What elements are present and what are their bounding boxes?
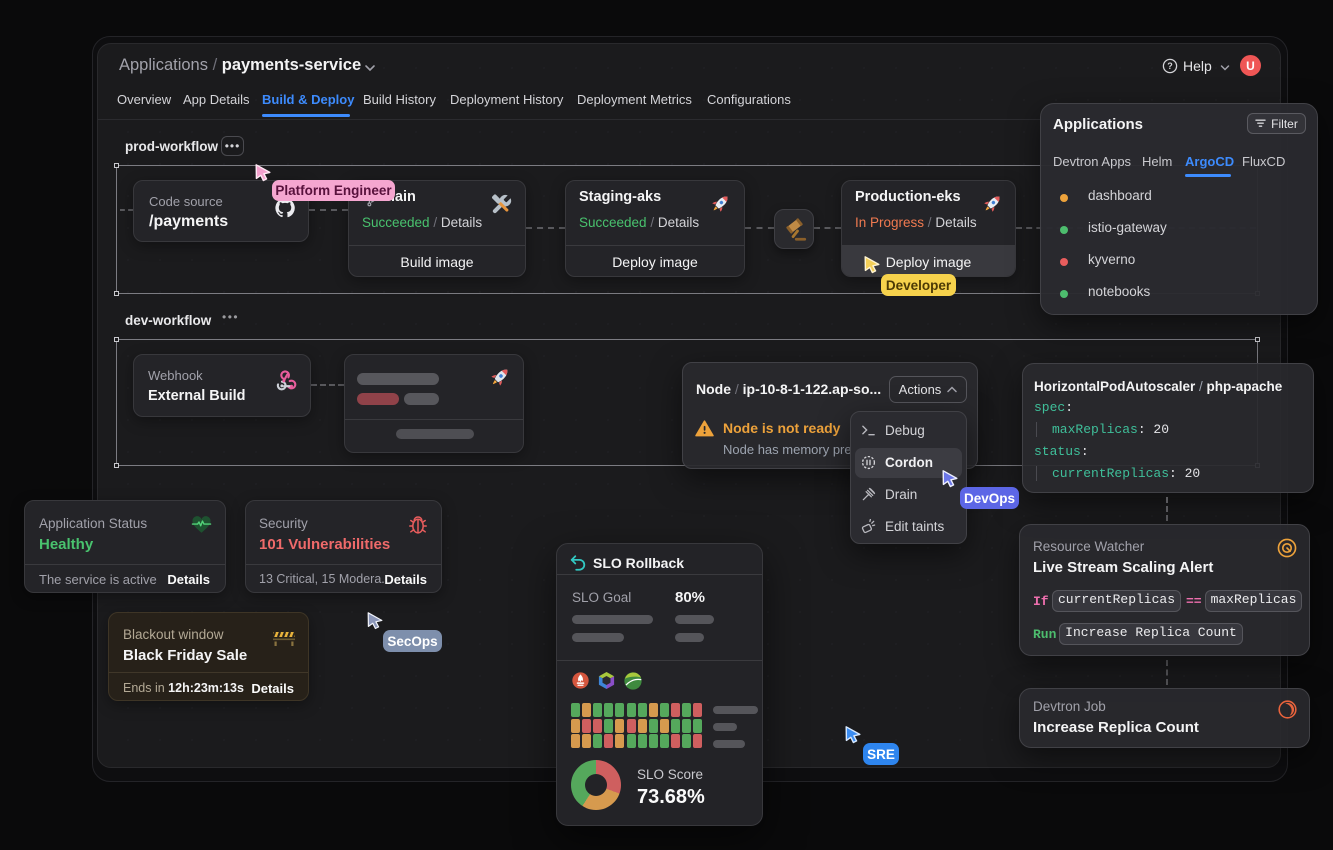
svg-text:?: ? (1167, 61, 1173, 71)
